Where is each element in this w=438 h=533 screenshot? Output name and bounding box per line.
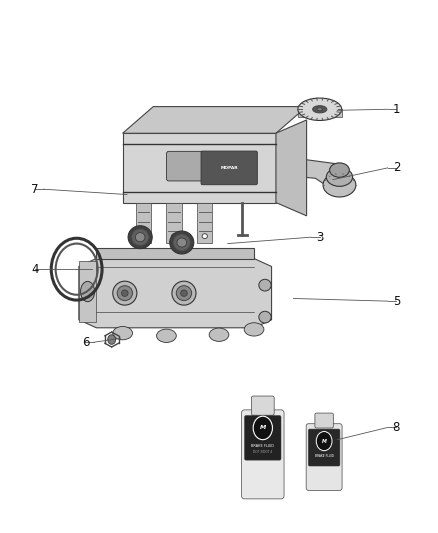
Ellipse shape bbox=[157, 329, 176, 342]
Polygon shape bbox=[96, 248, 254, 259]
FancyBboxPatch shape bbox=[308, 429, 340, 466]
Ellipse shape bbox=[81, 281, 95, 302]
Text: 3: 3 bbox=[316, 231, 323, 244]
Ellipse shape bbox=[209, 328, 229, 341]
Ellipse shape bbox=[202, 233, 208, 239]
Polygon shape bbox=[123, 107, 307, 133]
Ellipse shape bbox=[313, 106, 327, 113]
Text: BRAKE FLUID: BRAKE FLUID bbox=[251, 444, 274, 448]
FancyBboxPatch shape bbox=[251, 396, 274, 415]
Text: 7: 7 bbox=[31, 183, 39, 196]
Ellipse shape bbox=[135, 232, 145, 242]
Ellipse shape bbox=[172, 233, 177, 239]
FancyBboxPatch shape bbox=[242, 410, 284, 499]
Polygon shape bbox=[276, 120, 307, 216]
Text: 5: 5 bbox=[393, 295, 400, 308]
Text: DOT 3/DOT 4: DOT 3/DOT 4 bbox=[253, 450, 272, 454]
Text: 4: 4 bbox=[31, 263, 39, 276]
Ellipse shape bbox=[329, 163, 350, 177]
Text: 8: 8 bbox=[393, 421, 400, 434]
Text: 1: 1 bbox=[392, 103, 400, 116]
FancyBboxPatch shape bbox=[244, 416, 281, 460]
Ellipse shape bbox=[326, 168, 353, 187]
Text: BRAKE FLUID: BRAKE FLUID bbox=[314, 454, 334, 458]
Ellipse shape bbox=[170, 231, 194, 254]
Ellipse shape bbox=[172, 281, 196, 305]
Polygon shape bbox=[79, 261, 96, 322]
Ellipse shape bbox=[117, 286, 132, 301]
Polygon shape bbox=[123, 133, 276, 203]
Ellipse shape bbox=[141, 233, 146, 239]
Ellipse shape bbox=[113, 326, 132, 340]
Ellipse shape bbox=[317, 108, 322, 111]
Circle shape bbox=[316, 432, 332, 451]
Text: MOPAR: MOPAR bbox=[220, 166, 238, 170]
Ellipse shape bbox=[128, 226, 152, 248]
FancyBboxPatch shape bbox=[166, 151, 205, 181]
Ellipse shape bbox=[121, 290, 128, 296]
FancyBboxPatch shape bbox=[315, 413, 333, 428]
Text: 6: 6 bbox=[81, 336, 89, 349]
Ellipse shape bbox=[259, 311, 271, 323]
Ellipse shape bbox=[259, 279, 271, 291]
Circle shape bbox=[253, 416, 272, 440]
Text: 2: 2 bbox=[392, 161, 400, 174]
Ellipse shape bbox=[177, 238, 187, 247]
Ellipse shape bbox=[298, 98, 342, 120]
Text: M: M bbox=[260, 425, 266, 431]
FancyBboxPatch shape bbox=[201, 151, 257, 185]
Polygon shape bbox=[298, 109, 342, 117]
Polygon shape bbox=[136, 203, 151, 243]
Ellipse shape bbox=[176, 286, 191, 301]
Ellipse shape bbox=[173, 235, 190, 251]
Ellipse shape bbox=[113, 281, 137, 305]
Text: M: M bbox=[321, 439, 327, 443]
Circle shape bbox=[108, 335, 116, 344]
Polygon shape bbox=[79, 259, 272, 328]
Ellipse shape bbox=[323, 173, 356, 197]
Polygon shape bbox=[166, 203, 182, 243]
Ellipse shape bbox=[244, 323, 264, 336]
Ellipse shape bbox=[180, 290, 187, 296]
FancyBboxPatch shape bbox=[306, 424, 342, 490]
Ellipse shape bbox=[132, 229, 148, 245]
Polygon shape bbox=[197, 203, 212, 243]
Polygon shape bbox=[237, 150, 342, 196]
